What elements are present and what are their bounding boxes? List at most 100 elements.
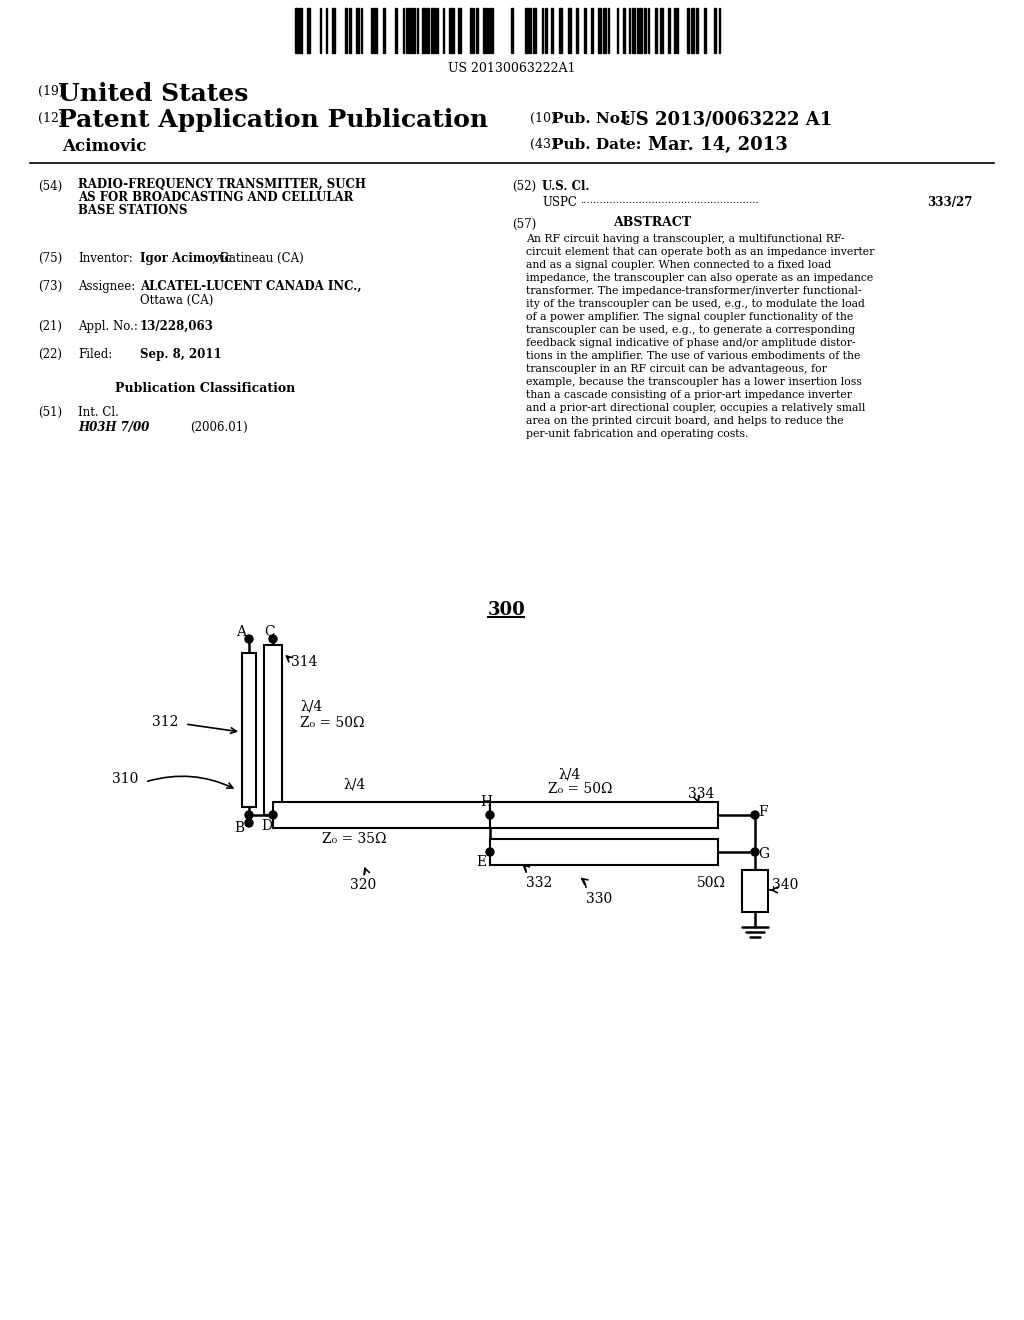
Text: 314: 314: [291, 655, 317, 669]
Text: Acimovic: Acimovic: [62, 139, 146, 154]
Bar: [449, 8, 452, 53]
Bar: [307, 8, 310, 53]
Text: H03H 7/00: H03H 7/00: [78, 421, 150, 434]
Text: ALCATEL-LUCENT CANADA INC.,: ALCATEL-LUCENT CANADA INC.,: [140, 280, 361, 293]
Circle shape: [269, 810, 278, 818]
Bar: [470, 8, 472, 53]
Text: Inventor:: Inventor:: [78, 252, 133, 265]
Text: Int. Cl.: Int. Cl.: [78, 407, 119, 418]
Text: H: H: [480, 795, 492, 809]
Text: An RF circuit having a transcoupler, a multifunctional RF-: An RF circuit having a transcoupler, a m…: [526, 234, 845, 244]
Text: BASE STATIONS: BASE STATIONS: [78, 205, 187, 216]
Text: (43): (43): [530, 139, 556, 150]
Text: F: F: [758, 805, 768, 818]
Text: (12): (12): [38, 112, 63, 125]
Text: λ/4: λ/4: [558, 768, 581, 781]
Text: U.S. Cl.: U.S. Cl.: [542, 180, 590, 193]
Text: Pub. Date:: Pub. Date:: [552, 139, 641, 152]
Bar: [371, 8, 373, 53]
Text: Z₀ = 50Ω: Z₀ = 50Ω: [300, 715, 365, 730]
Text: (73): (73): [38, 280, 62, 293]
Text: Z₀ = 50Ω: Z₀ = 50Ω: [548, 781, 612, 796]
Text: 13/228,063: 13/228,063: [140, 319, 214, 333]
Text: Assignee:: Assignee:: [78, 280, 135, 293]
Text: example, because the transcoupler has a lower insertion loss: example, because the transcoupler has a …: [526, 378, 862, 387]
Bar: [356, 8, 359, 53]
Bar: [668, 8, 670, 53]
Circle shape: [245, 810, 253, 818]
Bar: [696, 8, 698, 53]
Bar: [603, 8, 606, 53]
Text: (21): (21): [38, 319, 62, 333]
Text: Igor Acimovic: Igor Acimovic: [140, 252, 231, 265]
Bar: [349, 8, 351, 53]
Text: Pub. No.:: Pub. No.:: [552, 112, 631, 125]
Text: 312: 312: [152, 715, 178, 729]
Text: 300: 300: [488, 601, 525, 619]
Circle shape: [751, 847, 759, 855]
Bar: [584, 8, 586, 53]
Text: (2006.01): (2006.01): [190, 421, 248, 434]
Bar: [632, 8, 635, 53]
Text: B: B: [234, 821, 244, 836]
Bar: [525, 8, 528, 53]
Text: ABSTRACT: ABSTRACT: [613, 216, 691, 228]
Bar: [655, 8, 657, 53]
Bar: [676, 8, 678, 53]
Bar: [551, 8, 553, 53]
Text: Z₀ = 35Ω: Z₀ = 35Ω: [322, 832, 386, 846]
Text: Mar. 14, 2013: Mar. 14, 2013: [648, 136, 787, 154]
Bar: [534, 8, 536, 53]
Text: λ/4: λ/4: [343, 777, 366, 792]
Text: circuit element that can operate both as an impedance inverter: circuit element that can operate both as…: [526, 247, 874, 257]
Bar: [483, 8, 486, 53]
Text: than a cascade consisting of a prior-art impedance inverter: than a cascade consisting of a prior-art…: [526, 389, 852, 400]
Text: 310: 310: [112, 772, 138, 785]
Text: (10): (10): [530, 112, 556, 125]
Bar: [598, 8, 601, 53]
Bar: [559, 8, 562, 53]
Text: Ottawa (CA): Ottawa (CA): [140, 294, 213, 308]
Text: and a prior-art directional coupler, occupies a relatively small: and a prior-art directional coupler, occ…: [526, 403, 865, 413]
Circle shape: [269, 635, 278, 643]
Bar: [639, 8, 642, 53]
Circle shape: [486, 810, 494, 818]
Text: transcoupler can be used, e.g., to generate a corresponding: transcoupler can be used, e.g., to gener…: [526, 325, 855, 335]
Bar: [264, 645, 282, 814]
Text: feedback signal indicative of phase and/or amplitude distor-: feedback signal indicative of phase and/…: [526, 338, 856, 348]
Text: per-unit fabrication and operating costs.: per-unit fabrication and operating costs…: [526, 429, 749, 440]
Bar: [714, 8, 716, 53]
Bar: [345, 8, 347, 53]
Text: Patent Application Publication: Patent Application Publication: [58, 108, 488, 132]
Text: AS FOR BROADCASTING AND CELLULAR: AS FOR BROADCASTING AND CELLULAR: [78, 191, 353, 205]
Text: .......................................................: ........................................…: [580, 195, 759, 205]
Bar: [422, 8, 425, 53]
Text: D: D: [261, 818, 272, 833]
Bar: [545, 8, 547, 53]
Bar: [242, 653, 256, 807]
Text: Filed:: Filed:: [78, 348, 113, 360]
Bar: [691, 8, 694, 53]
Text: , Gatineau (CA): , Gatineau (CA): [212, 252, 304, 265]
Text: US 20130063222A1: US 20130063222A1: [449, 62, 575, 75]
Text: G: G: [758, 847, 769, 861]
Text: of a power amplifier. The signal coupler functionality of the: of a power amplifier. The signal coupler…: [526, 312, 853, 322]
Circle shape: [486, 847, 494, 855]
Text: 320: 320: [350, 878, 376, 892]
Bar: [426, 8, 429, 53]
Text: and as a signal coupler. When connected to a fixed load: and as a signal coupler. When connected …: [526, 260, 831, 271]
Text: E: E: [476, 855, 486, 869]
Text: 332: 332: [526, 876, 552, 890]
Text: Appl. No.:: Appl. No.:: [78, 319, 138, 333]
Text: λ/4: λ/4: [300, 700, 323, 714]
Text: (54): (54): [38, 180, 62, 193]
Text: C: C: [264, 624, 274, 639]
Bar: [383, 8, 385, 53]
Text: ity of the transcoupler can be used, e.g., to modulate the load: ity of the transcoupler can be used, e.g…: [526, 300, 865, 309]
Text: transcoupler in an RF circuit can be advantageous, for: transcoupler in an RF circuit can be adv…: [526, 364, 826, 374]
Bar: [273, 803, 490, 828]
Text: 50Ω: 50Ω: [697, 876, 726, 890]
Text: US 2013/0063222 A1: US 2013/0063222 A1: [620, 110, 833, 128]
Bar: [705, 8, 706, 53]
Bar: [660, 8, 663, 53]
